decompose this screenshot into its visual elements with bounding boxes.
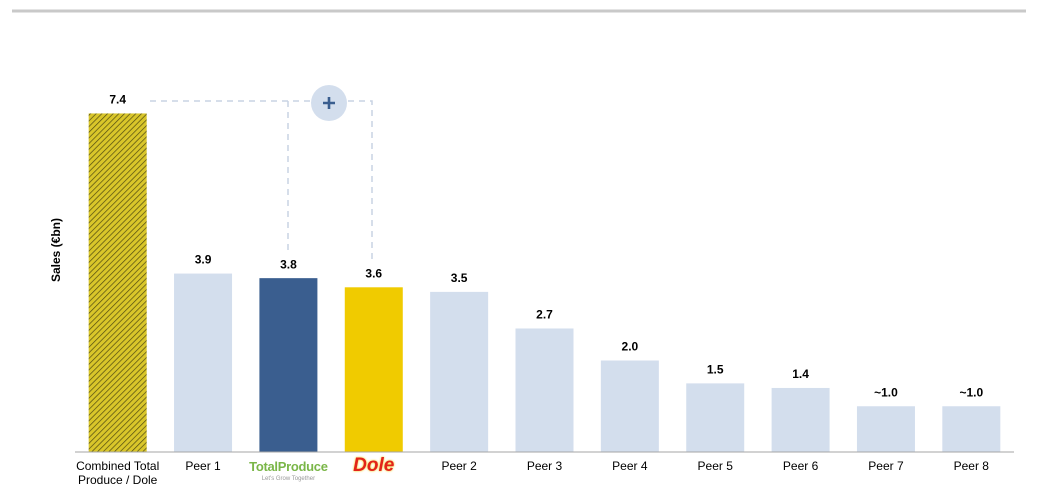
x-tick-label: Peer 3	[526, 459, 563, 473]
x-tick-label: Peer 7	[868, 459, 904, 473]
x-tick-label: Peer 2	[441, 459, 477, 473]
bar	[942, 406, 1001, 452]
y-axis-label: Sales (€bn)	[49, 218, 63, 282]
bar	[771, 387, 830, 452]
value-label: ~1.0	[874, 385, 898, 399]
bar	[686, 383, 745, 452]
value-label: 3.8	[280, 257, 297, 271]
bar	[600, 360, 659, 452]
value-label: 2.0	[622, 340, 639, 354]
x-tick-label: Peer 8	[953, 459, 989, 473]
logo-total-produce: TotalProduce	[249, 459, 328, 474]
bar	[88, 113, 147, 452]
value-label: 1.4	[792, 367, 809, 381]
bar	[515, 328, 574, 452]
bar	[856, 406, 915, 452]
value-label: 2.7	[536, 308, 553, 322]
x-tick-label: Peer 5	[697, 459, 733, 473]
value-label: 3.5	[451, 271, 468, 285]
value-label: 7.4	[109, 93, 126, 107]
value-label: 3.9	[195, 253, 212, 267]
bar	[259, 278, 318, 452]
bar	[430, 291, 489, 452]
x-tick-label: Peer 4	[612, 459, 648, 473]
value-label: 1.5	[707, 363, 724, 377]
bar	[174, 273, 233, 452]
value-label: 3.6	[365, 266, 382, 280]
logo-tagline: Let's Grow Together	[261, 476, 316, 482]
x-tick-label: Peer 6	[782, 459, 819, 473]
connector	[150, 100, 373, 262]
value-label: ~1.0	[959, 385, 983, 399]
logo-dole: Dole	[353, 455, 395, 476]
x-tick-label: Peer 1	[185, 459, 221, 473]
plus-icon	[323, 97, 335, 109]
bar	[344, 287, 403, 452]
x-tick-label: Combined Total Produce / Dole	[76, 459, 160, 487]
